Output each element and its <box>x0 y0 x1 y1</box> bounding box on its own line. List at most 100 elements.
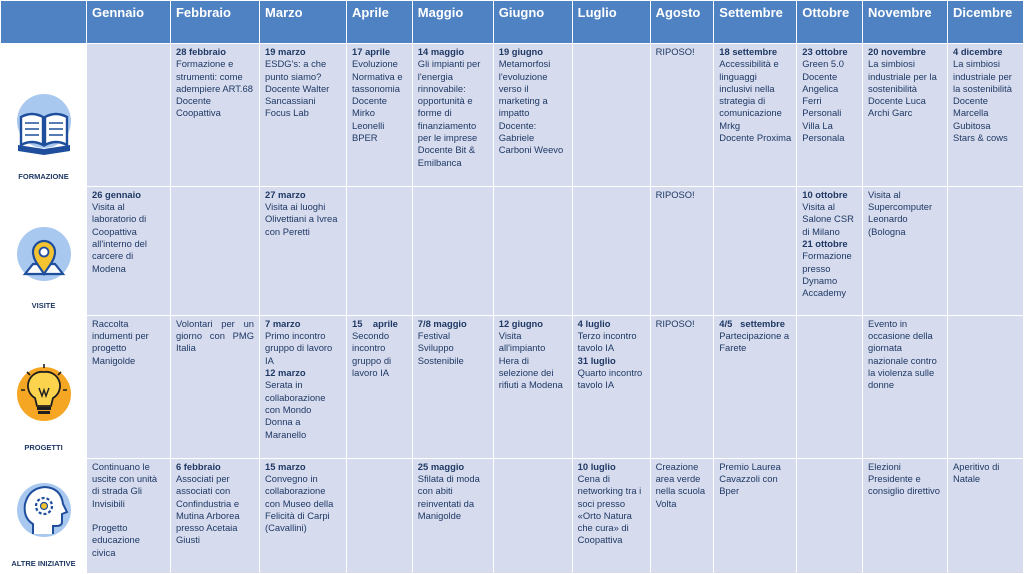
cell-formazione-gennaio <box>87 44 170 186</box>
event-text: RIPOSO! <box>655 317 695 329</box>
cell-formazione-aprile: 17 aprile Evoluzione Normativa e tassonom… <box>347 44 412 186</box>
cell-formazione-giugno: 19 giugno Metamorfosi l'evoluzione verso … <box>493 44 572 186</box>
cell-visite-gennaio: 26 gennaio Visita al laboratorio di Coopa… <box>87 186 170 315</box>
event-text: Formazione e strumenti: come adempiere A… <box>175 58 253 94</box>
month-header-febbraio: Febbraio <box>170 1 260 43</box>
event-text: Docente: Gabriele Carboni Weevo <box>498 119 564 156</box>
event-text: Stars & cows <box>953 132 1008 144</box>
cell-formazione-novembre: 20 novembre La simbiosi industriale per l… <box>863 44 948 186</box>
cell-altre-iniziative-giugno <box>493 458 572 573</box>
event-date: 25 maggio <box>417 460 465 472</box>
cell-formazione-marzo: 19 marzo ESDG's: a che punto siamo? Docent… <box>260 44 347 186</box>
cell-visite-ottobre: 10 ottobre Visita al Salone CSR di Milano… <box>797 186 863 315</box>
cell-altre-iniziative-ottobre <box>797 458 863 573</box>
month-header-marzo: Marzo <box>260 1 347 43</box>
category-label: ALTRE INIZIATIVE <box>11 558 76 568</box>
event-text: Visita al Supercomputer Leonardo (Bologn… <box>868 188 935 237</box>
event-text: Primo incontro gruppo di lavoro IA <box>265 330 335 366</box>
event-date: 4 dicembre <box>953 46 1003 57</box>
event-date: 10 luglio <box>577 460 616 472</box>
event-date: 7 marzo <box>265 317 301 329</box>
event-text <box>92 510 165 522</box>
cell-formazione-dicembre: 4 dicembre La simbiosi industriale per la… <box>948 44 1023 186</box>
row-visite: VISITE 26 gennaio Visita al laboratorio di… <box>1 186 1023 315</box>
category-label: VISITE <box>31 300 56 310</box>
event-text: Premio Laurea Cavazzoli con Bper <box>719 460 784 497</box>
event-date: 6 febbraio <box>175 460 221 472</box>
lightbulb-icon <box>13 358 75 438</box>
event-date: 19 marzo <box>265 46 306 57</box>
event-text: Visita al laboratorio di Coopattiva all'… <box>92 201 150 274</box>
event-text: Cena di networking tra i soci presso «Or… <box>577 472 644 546</box>
event-text: Accessibilità e linguaggi inclusivi nell… <box>719 58 782 119</box>
event-text: Partecipazione a Farete <box>719 330 792 354</box>
event-text: Green 5.0 <box>802 58 844 70</box>
category-cell-formazione: FORMAZIONE <box>1 44 86 186</box>
cell-formazione-luglio <box>572 44 650 186</box>
cell-progetti-agosto: RIPOSO! <box>650 315 714 458</box>
event-text: RIPOSO! <box>655 188 695 200</box>
cell-visite-marzo: 27 marzo Visita ai luoghi Olivettiani a I… <box>260 186 347 315</box>
open-book-icon <box>13 87 75 167</box>
event-text: Continuano le uscite con unità di strada… <box>92 460 160 509</box>
header-corner <box>1 1 86 43</box>
event-text: Docente Bit & Emilbanca <box>417 144 478 168</box>
event-text: Evento in occasione della giornata nazio… <box>868 317 940 391</box>
cell-altre-iniziative-settembre: Premio Laurea Cavazzoli con Bper <box>714 458 797 573</box>
category-cell-altre-iniziative: ALTRE INIZIATIVE <box>1 458 86 573</box>
month-header-settembre: Settembre <box>714 1 797 43</box>
event-text: Terzo incontro tavolo IA <box>577 330 640 354</box>
category-label: PROGETTI <box>24 443 63 453</box>
cell-altre-iniziative-dicembre: Aperitivo di Natale <box>948 458 1023 573</box>
row-formazione: FORMAZIONE 28 febbraio Formazione e strume… <box>1 44 1023 186</box>
event-text: ESDG's: a che punto siamo? <box>265 58 329 82</box>
event-text: La simbiosi industriale per la sostenibi… <box>953 58 1015 94</box>
cell-formazione-ottobre: 23 ottobre Green 5.0 Docente Angelica Ferr… <box>797 44 863 186</box>
cell-visite-agosto: RIPOSO! <box>650 186 714 315</box>
event-date: 21 ottobre <box>802 237 848 249</box>
event-date: 4 luglio <box>577 317 611 329</box>
event-text: Associati per associati con Confindustri… <box>175 472 243 546</box>
cell-visite-giugno <box>493 186 572 315</box>
category-cell-visite: VISITE <box>1 186 86 315</box>
event-text: Progetto educazione civica <box>92 522 143 558</box>
cell-progetti-maggio: 7/8 maggio Festival Sviluppo Sostenibile <box>412 315 493 458</box>
cell-progetti-ottobre <box>797 315 863 458</box>
cell-altre-iniziative-maggio: 25 maggio Sfilata di moda con abiti reinv… <box>412 458 493 573</box>
event-text: Docente Coopattiva <box>175 95 221 119</box>
event-text: Docente Angelica Ferri Personali <box>802 70 842 119</box>
event-date: 10 ottobre <box>802 188 848 200</box>
event-text: La simbiosi industriale per la sostenibi… <box>868 58 940 94</box>
row-progetti: PROGETTI Raccolta indumenti per progetto … <box>1 315 1023 458</box>
month-header-row: Gennaio Febbraio Marzo Aprile Maggio Giugno Lu… <box>1 1 1023 43</box>
event-date: 15 marzo <box>265 460 306 472</box>
event-text: Volontari per un giorno con PMG Italia <box>175 317 257 354</box>
head-gear-icon <box>13 474 75 554</box>
event-date: 14 maggio <box>417 46 465 57</box>
event-date: 17 aprile <box>352 46 391 57</box>
cell-formazione-agosto: RIPOSO! <box>650 44 714 186</box>
event-text: Raccolta indumenti per progetto Manigold… <box>92 317 152 366</box>
cell-altre-iniziative-aprile <box>347 458 412 573</box>
cell-progetti-aprile: 15 aprile Secondo incontro gruppo di lavo… <box>347 315 412 458</box>
cell-progetti-gennaio: Raccolta indumenti per progetto Manigold… <box>87 315 170 458</box>
cell-altre-iniziative-luglio: 10 luglio Cena di networking tra i soci p… <box>572 458 650 573</box>
event-date: 26 gennaio <box>92 188 141 200</box>
event-text: Visita ai luoghi Olivettiani a Ivrea con… <box>265 201 341 237</box>
event-date: 28 febbraio <box>175 46 226 57</box>
event-date: 23 ottobre <box>802 46 848 57</box>
event-date: 15 aprile <box>352 317 398 329</box>
cell-formazione-maggio: 14 maggio Gli impianti per l'energia rinn… <box>412 44 493 186</box>
event-date: 7/8 maggio <box>417 317 467 329</box>
cell-visite-aprile <box>347 186 412 315</box>
event-date: 12 marzo <box>265 367 306 379</box>
cell-visite-novembre: Visita al Supercomputer Leonardo (Bologn… <box>863 186 948 315</box>
cell-altre-iniziative-marzo: 15 marzo Convegno in collaborazione con M… <box>260 458 347 573</box>
event-text: Aperitivo di Natale <box>953 460 1003 484</box>
event-text: Mrkg <box>719 119 741 131</box>
cell-progetti-marzo: 7 marzo Primo incontro gruppo di lavoro I… <box>260 315 347 458</box>
cell-altre-iniziative-gennaio: Continuano le uscite con unità di strada… <box>87 458 170 573</box>
cell-formazione-febbraio: 28 febbraio Formazione e strumenti: come … <box>170 44 260 186</box>
event-text: Villa La Personala <box>802 119 845 144</box>
